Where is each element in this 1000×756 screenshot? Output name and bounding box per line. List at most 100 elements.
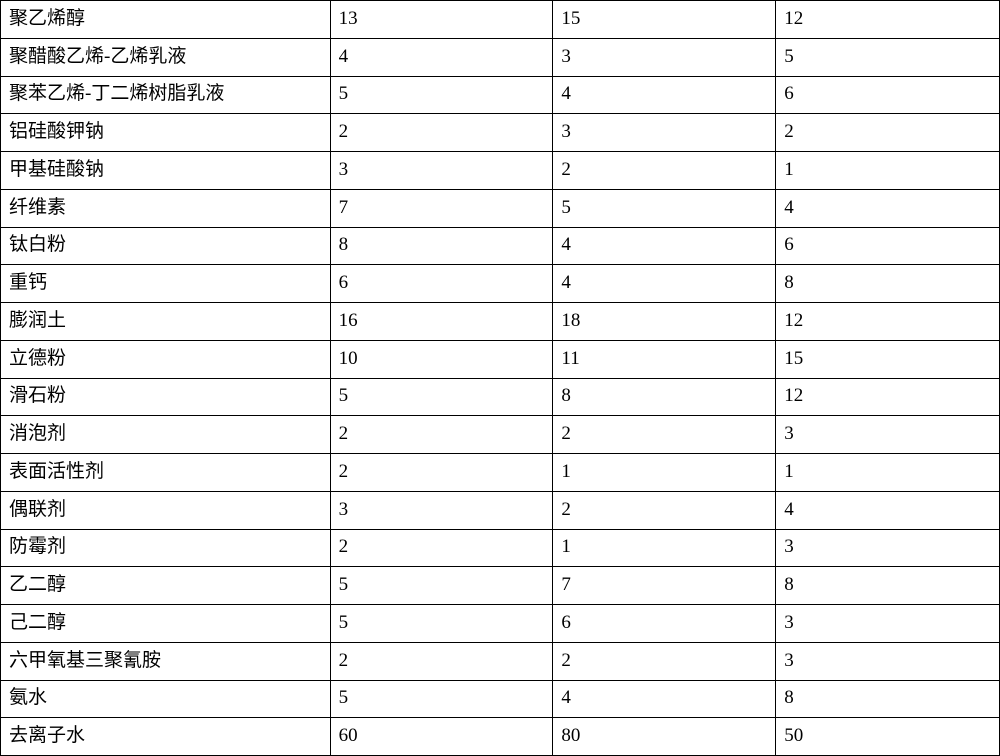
table-row: 聚苯乙烯-丁二烯树脂乳液546 <box>1 76 1000 114</box>
value-cell: 6 <box>330 265 553 303</box>
value-cell: 3 <box>776 642 1000 680</box>
value-cell: 50 <box>776 718 1000 756</box>
row-label-cell: 乙二醇 <box>1 567 331 605</box>
table-row: 聚乙烯醇131512 <box>1 1 1000 39</box>
value-cell: 4 <box>553 76 776 114</box>
row-label-cell: 去离子水 <box>1 718 331 756</box>
value-cell: 6 <box>776 76 1000 114</box>
value-cell: 4 <box>553 680 776 718</box>
value-cell: 4 <box>553 265 776 303</box>
value-cell: 16 <box>330 303 553 341</box>
value-cell: 2 <box>330 454 553 492</box>
row-label-cell: 消泡剂 <box>1 416 331 454</box>
value-cell: 3 <box>776 605 1000 643</box>
table-row: 己二醇563 <box>1 605 1000 643</box>
table-row: 去离子水608050 <box>1 718 1000 756</box>
page-container: 聚乙烯醇131512聚醋酸乙烯-乙烯乳液435聚苯乙烯-丁二烯树脂乳液546铝硅… <box>0 0 1000 756</box>
table-row: 聚醋酸乙烯-乙烯乳液435 <box>1 38 1000 76</box>
value-cell: 8 <box>776 265 1000 303</box>
table-body: 聚乙烯醇131512聚醋酸乙烯-乙烯乳液435聚苯乙烯-丁二烯树脂乳液546铝硅… <box>1 1 1000 756</box>
table-row: 纤维素754 <box>1 189 1000 227</box>
row-label-cell: 滑石粉 <box>1 378 331 416</box>
value-cell: 3 <box>776 529 1000 567</box>
value-cell: 2 <box>330 529 553 567</box>
row-label-cell: 纤维素 <box>1 189 331 227</box>
value-cell: 2 <box>330 416 553 454</box>
table-row: 表面活性剂211 <box>1 454 1000 492</box>
value-cell: 11 <box>553 340 776 378</box>
value-cell: 5 <box>330 76 553 114</box>
table-row: 甲基硅酸钠321 <box>1 152 1000 190</box>
value-cell: 6 <box>776 227 1000 265</box>
value-cell: 2 <box>330 642 553 680</box>
table-row: 六甲氧基三聚氰胺223 <box>1 642 1000 680</box>
table-row: 铝硅酸钾钠232 <box>1 114 1000 152</box>
value-cell: 3 <box>330 491 553 529</box>
row-label-cell: 重钙 <box>1 265 331 303</box>
row-label-cell: 聚醋酸乙烯-乙烯乳液 <box>1 38 331 76</box>
value-cell: 3 <box>553 114 776 152</box>
value-cell: 3 <box>553 38 776 76</box>
table-row: 滑石粉5812 <box>1 378 1000 416</box>
value-cell: 2 <box>330 114 553 152</box>
value-cell: 8 <box>553 378 776 416</box>
row-label-cell: 六甲氧基三聚氰胺 <box>1 642 331 680</box>
value-cell: 5 <box>776 38 1000 76</box>
value-cell: 60 <box>330 718 553 756</box>
row-label-cell: 立德粉 <box>1 340 331 378</box>
row-label-cell: 氨水 <box>1 680 331 718</box>
table-row: 消泡剂223 <box>1 416 1000 454</box>
value-cell: 5 <box>330 567 553 605</box>
table-row: 偶联剂324 <box>1 491 1000 529</box>
value-cell: 5 <box>330 680 553 718</box>
value-cell: 5 <box>330 605 553 643</box>
table-row: 立德粉101115 <box>1 340 1000 378</box>
table-row: 膨润土161812 <box>1 303 1000 341</box>
value-cell: 1 <box>776 152 1000 190</box>
value-cell: 4 <box>776 189 1000 227</box>
table-row: 乙二醇578 <box>1 567 1000 605</box>
value-cell: 15 <box>553 1 776 39</box>
value-cell: 7 <box>553 567 776 605</box>
value-cell: 1 <box>553 529 776 567</box>
value-cell: 2 <box>553 152 776 190</box>
value-cell: 12 <box>776 303 1000 341</box>
table-row: 钛白粉846 <box>1 227 1000 265</box>
composition-table: 聚乙烯醇131512聚醋酸乙烯-乙烯乳液435聚苯乙烯-丁二烯树脂乳液546铝硅… <box>0 0 1000 756</box>
value-cell: 4 <box>776 491 1000 529</box>
value-cell: 7 <box>330 189 553 227</box>
value-cell: 8 <box>776 567 1000 605</box>
value-cell: 12 <box>776 1 1000 39</box>
row-label-cell: 偶联剂 <box>1 491 331 529</box>
value-cell: 5 <box>553 189 776 227</box>
value-cell: 3 <box>330 152 553 190</box>
row-label-cell: 甲基硅酸钠 <box>1 152 331 190</box>
value-cell: 8 <box>776 680 1000 718</box>
value-cell: 2 <box>776 114 1000 152</box>
row-label-cell: 表面活性剂 <box>1 454 331 492</box>
value-cell: 6 <box>553 605 776 643</box>
value-cell: 2 <box>553 416 776 454</box>
row-label-cell: 膨润土 <box>1 303 331 341</box>
value-cell: 5 <box>330 378 553 416</box>
table-row: 氨水548 <box>1 680 1000 718</box>
row-label-cell: 聚苯乙烯-丁二烯树脂乳液 <box>1 76 331 114</box>
row-label-cell: 防霉剂 <box>1 529 331 567</box>
table-row: 重钙648 <box>1 265 1000 303</box>
row-label-cell: 铝硅酸钾钠 <box>1 114 331 152</box>
row-label-cell: 钛白粉 <box>1 227 331 265</box>
value-cell: 80 <box>553 718 776 756</box>
value-cell: 10 <box>330 340 553 378</box>
row-label-cell: 聚乙烯醇 <box>1 1 331 39</box>
value-cell: 15 <box>776 340 1000 378</box>
value-cell: 1 <box>776 454 1000 492</box>
value-cell: 3 <box>776 416 1000 454</box>
value-cell: 13 <box>330 1 553 39</box>
value-cell: 18 <box>553 303 776 341</box>
value-cell: 2 <box>553 642 776 680</box>
value-cell: 4 <box>330 38 553 76</box>
value-cell: 12 <box>776 378 1000 416</box>
value-cell: 1 <box>553 454 776 492</box>
row-label-cell: 己二醇 <box>1 605 331 643</box>
value-cell: 4 <box>553 227 776 265</box>
